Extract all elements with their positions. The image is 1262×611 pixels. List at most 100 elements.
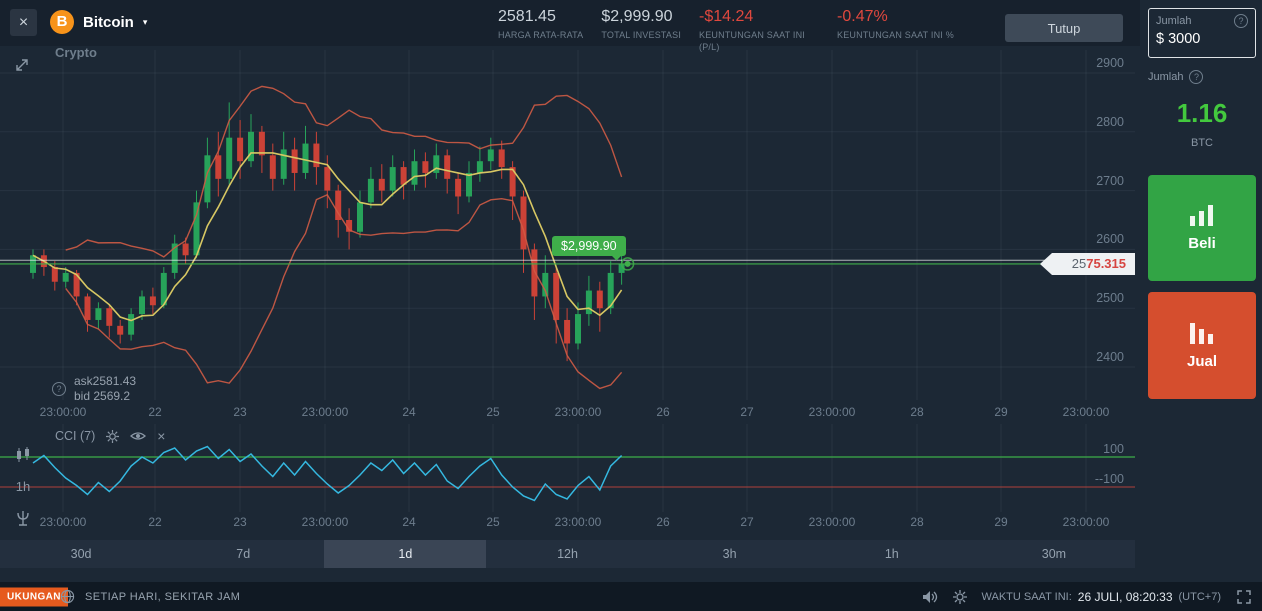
settings-gear-icon[interactable] <box>952 589 967 604</box>
indicator-level-label: --100 <box>1094 472 1124 486</box>
x-axis-tick: 23:00:00 <box>808 515 856 529</box>
candle-interval-button[interactable]: 1h <box>15 479 31 494</box>
y-axis-tick: 2600 <box>1096 232 1124 247</box>
help-icon[interactable]: ? <box>1234 14 1248 28</box>
indicator-header: CCI (7) × <box>55 429 165 443</box>
timeframe-1d[interactable]: 1d <box>324 540 487 568</box>
amount-box: Jumlah ? <box>1148 8 1256 58</box>
y-axis-tick: 2400 <box>1096 350 1124 364</box>
stat-label: TOTAL INVESTASI <box>601 30 682 40</box>
x-axis-tick: 25 <box>486 405 500 419</box>
resize-chart-icon[interactable] <box>10 54 34 78</box>
buy-label: Beli <box>1188 235 1216 252</box>
help-icon[interactable]: ? <box>1189 70 1204 84</box>
x-axis-tick: 25 <box>486 515 500 529</box>
ask-value: ask2581.43 <box>74 374 137 388</box>
stat-value: -$14.24 <box>699 8 754 25</box>
x-axis-tick: 29 <box>994 405 1008 419</box>
x-axis-tick: 26 <box>656 405 670 419</box>
schedule-text: SETIAP HARI, SEKITAR JAM <box>85 590 241 603</box>
x-axis-tick: 23:00:00 <box>1062 405 1110 419</box>
x-axis-tick: 23:00:00 <box>1062 515 1110 529</box>
stat-label: HARGA RATA-RATA <box>498 30 584 40</box>
stat-current-pl: -$14.24 KEUNTUNGAN SAAT INI (P/L) <box>699 8 819 53</box>
timeframe-bar: 30d 7d 1d 12h 3h 1h 30m <box>0 540 1135 568</box>
indicator-settings-icon[interactable] <box>106 429 120 443</box>
instrument-selector[interactable]: B Bitcoin ▾ <box>50 10 147 34</box>
sell-button[interactable]: Jual <box>1148 292 1256 399</box>
trade-panel: Jumlah ? Jumlah ? 1.16 BTC Beli <box>1140 0 1262 611</box>
instrument-type: Crypto <box>55 45 97 60</box>
bitcoin-logo-icon: B <box>50 10 74 34</box>
price-tag-prefix: 25 <box>1071 256 1087 271</box>
support-badge[interactable]: UKUNGAN <box>0 587 68 606</box>
x-axis-tick: 24 <box>402 515 416 529</box>
chevron-down-icon: ▾ <box>142 16 148 27</box>
stat-average-price: 2581.45 HARGA RATA-RATA <box>498 8 583 53</box>
fullscreen-icon[interactable] <box>1236 589 1252 605</box>
stat-label: KEUNTUNGAN SAAT INI % <box>837 30 954 40</box>
status-right: WAKTU SAAT INI: 26 JULI, 08:20:33 (UTC+7… <box>922 582 1252 611</box>
stat-total-investment: $2,999.90 TOTAL INVESTASI <box>601 8 681 53</box>
timeframe-1h[interactable]: 1h <box>811 540 973 568</box>
utc-offset: (UTC+7) <box>1178 590 1221 603</box>
position-stats: 2581.45 HARGA RATA-RATA $2,999.90 TOTAL … <box>498 8 954 53</box>
x-axis-tick: 22 <box>148 405 162 419</box>
time-label: WAKTU SAAT INI: <box>981 590 1072 603</box>
x-axis-tick: 28 <box>910 405 924 419</box>
quantity-unit: BTC <box>1191 137 1213 149</box>
price-chart[interactable] <box>0 0 1135 580</box>
chart-type-button[interactable] <box>14 446 32 464</box>
x-axis-tick: 23 <box>233 515 247 529</box>
indicator-label: CCI (7) <box>55 429 96 443</box>
indicator-visibility-icon[interactable] <box>130 430 147 442</box>
price-tag-suffix: 75.315 <box>1086 256 1126 271</box>
timeframe-30d[interactable]: 30d <box>0 540 162 568</box>
x-axis-tick: 26 <box>656 515 670 529</box>
bid-value: bid 2569.2 <box>74 389 131 403</box>
x-axis-tick: 27 <box>740 515 754 529</box>
volume-icon[interactable] <box>922 590 938 604</box>
buy-button[interactable]: Beli <box>1148 175 1256 281</box>
stat-label: KEUNTUNGAN SAAT INI (P/L) <box>699 30 806 52</box>
instrument-name: Bitcoin <box>83 13 134 31</box>
x-axis-tick: 23:00:00 <box>554 405 602 419</box>
x-axis-tick: 23:00:00 <box>554 515 602 529</box>
help-icon[interactable]: ? <box>52 382 66 396</box>
quantity-value: 1.16 <box>1176 98 1228 128</box>
amount-input[interactable] <box>1156 31 1246 47</box>
bars-up-icon <box>1190 205 1213 226</box>
ask-bid-info: ? ask2581.43 bid 2569.2 <box>52 374 136 404</box>
indicator-remove-icon[interactable]: × <box>157 428 166 444</box>
stat-value: $2,999.90 <box>601 8 673 25</box>
chart-axis-labels: 2900 2800 2700 2600 2500 2400 23:00:00 23:00:00… <box>39 56 1124 529</box>
timeframe-7d[interactable]: 7d <box>162 540 324 568</box>
x-axis-tick: 27 <box>740 405 754 419</box>
clock: WAKTU SAAT INI: 26 JULI, 08:20:33 (UTC+7… <box>982 590 1221 604</box>
bars-down-icon <box>1190 322 1213 344</box>
indicators-button[interactable] <box>15 509 31 527</box>
y-axis-tick: 2500 <box>1096 291 1124 306</box>
timeframe-3h[interactable]: 3h <box>649 540 811 568</box>
indicator-level-label: 100 <box>1103 442 1124 456</box>
close-position-button[interactable]: Tutup <box>1005 14 1123 42</box>
current-price-tag: 2575.315 <box>1040 253 1135 275</box>
timeframe-12h[interactable]: 12h <box>486 540 648 568</box>
globe-icon <box>60 589 75 604</box>
timeframe-30m[interactable]: 30m <box>973 540 1135 568</box>
x-axis-tick: 23:00:00 <box>39 405 87 419</box>
x-axis-tick: 23 <box>233 405 247 419</box>
current-time: 26 JULI, 08:20:33 <box>1077 589 1173 604</box>
y-axis-tick: 2700 <box>1096 173 1124 188</box>
x-axis-tick: 28 <box>910 515 924 529</box>
close-chart-button[interactable]: × <box>10 9 37 36</box>
quantity-block: Jumlah ? 1.16 BTC <box>1148 70 1256 149</box>
x-axis-tick: 29 <box>994 515 1008 529</box>
x-axis-tick: 22 <box>148 515 162 529</box>
y-axis-tick: 2900 <box>1096 56 1124 70</box>
stat-current-pl-percent: -0.47% KEUNTUNGAN SAAT INI % <box>837 8 954 53</box>
x-axis-tick: 23:00:00 <box>808 405 856 419</box>
price-tooltip: $2,999.90 <box>552 236 626 256</box>
amount-label: Jumlah <box>1156 15 1192 27</box>
